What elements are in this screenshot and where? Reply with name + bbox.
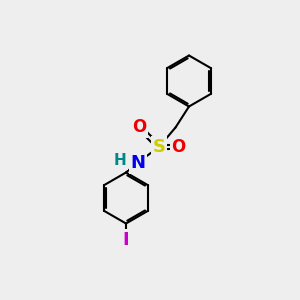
Text: H: H <box>114 153 126 168</box>
Text: N: N <box>130 154 146 172</box>
Text: S: S <box>152 138 166 156</box>
Text: O: O <box>171 138 186 156</box>
Text: O: O <box>132 118 147 136</box>
Text: I: I <box>123 231 129 249</box>
